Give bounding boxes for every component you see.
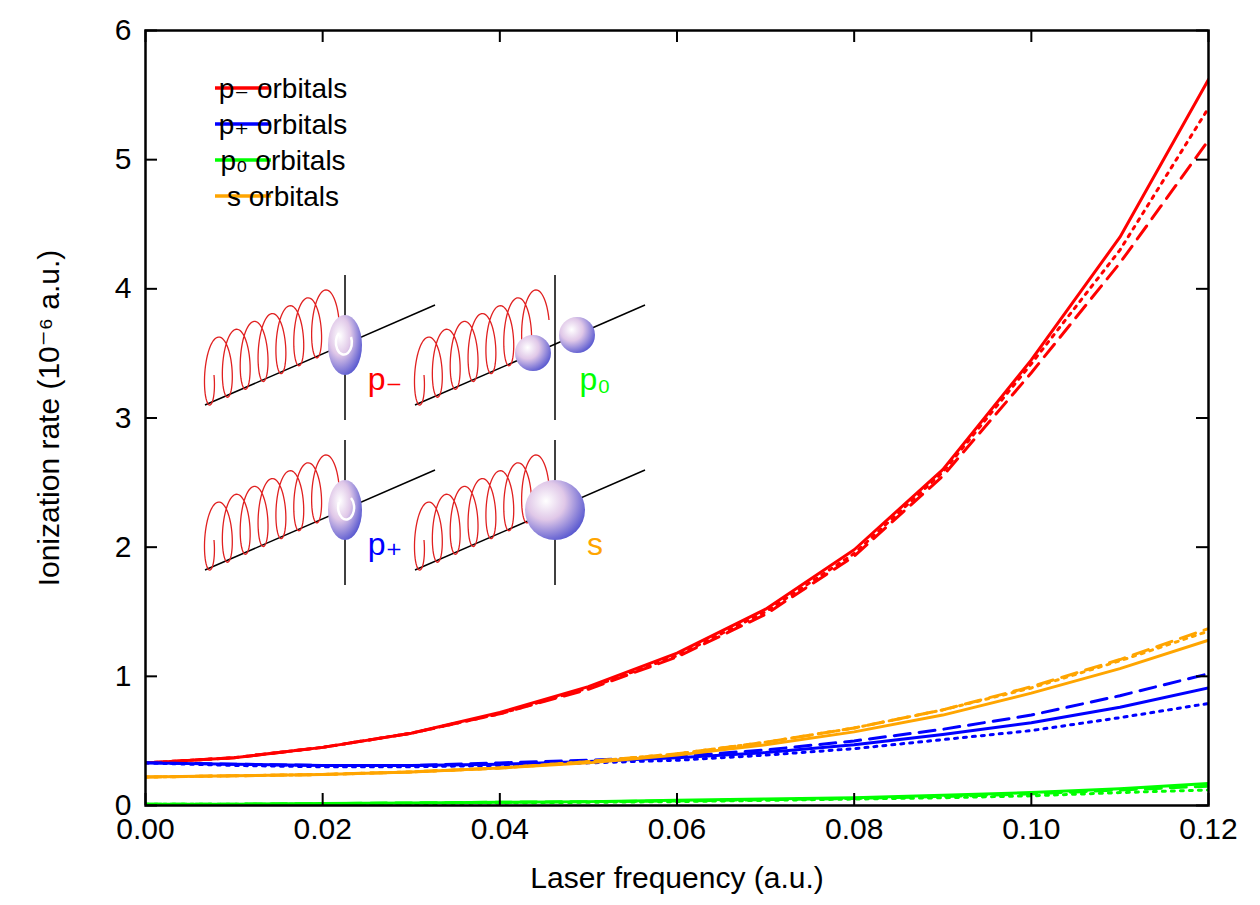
svg-text:p₋ orbitals: p₋ orbitals <box>219 73 347 104</box>
svg-text:0: 0 <box>115 788 132 821</box>
svg-text:3: 3 <box>115 401 132 434</box>
svg-text:0.06: 0.06 <box>648 812 706 845</box>
svg-text:0.00: 0.00 <box>116 811 175 845</box>
svg-text:Ionization rate (10⁻⁶ a.u.): Ionization rate (10⁻⁶ a.u.) <box>32 250 65 587</box>
svg-text:p₀ orbitals: p₀ orbitals <box>220 145 345 176</box>
svg-text:4: 4 <box>115 271 132 304</box>
svg-text:s orbitals: s orbitals <box>227 181 339 212</box>
svg-text:0.08: 0.08 <box>825 812 883 845</box>
svg-text:p₊: p₊ <box>368 526 403 562</box>
svg-text:0.12: 0.12 <box>1179 812 1237 845</box>
svg-text:6: 6 <box>115 13 132 46</box>
svg-text:p₀: p₀ <box>579 361 610 397</box>
svg-text:0.02: 0.02 <box>293 812 351 845</box>
svg-text:p₊ orbitals: p₊ orbitals <box>219 109 347 140</box>
svg-text:5: 5 <box>115 142 132 175</box>
svg-text:s: s <box>587 526 603 562</box>
svg-text:0.04: 0.04 <box>471 812 529 845</box>
svg-text:p₋: p₋ <box>368 361 403 397</box>
svg-text:2: 2 <box>115 530 132 563</box>
svg-text:Laser frequency (a.u.): Laser frequency (a.u.) <box>530 861 823 894</box>
svg-text:0.10: 0.10 <box>1002 812 1060 845</box>
svg-text:1: 1 <box>115 659 132 692</box>
